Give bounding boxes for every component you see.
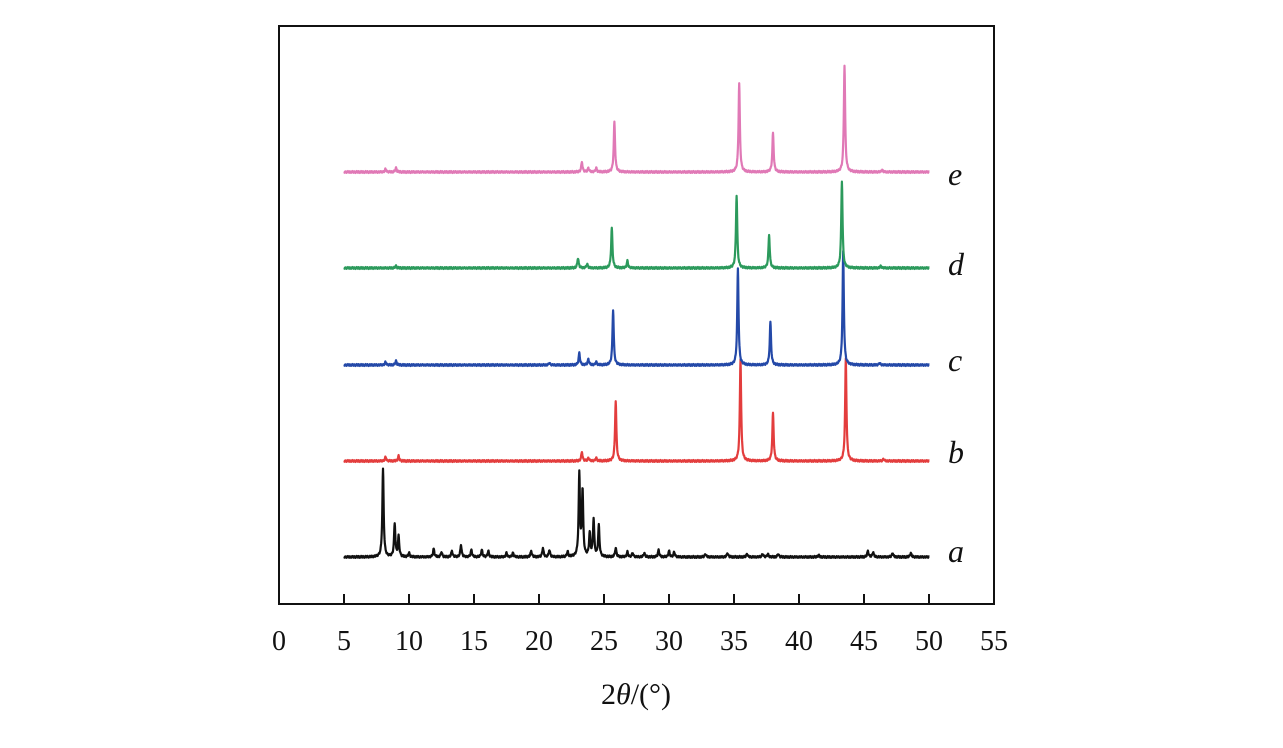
traces-group (343, 64, 930, 560)
series-line-c (343, 250, 930, 368)
x-axis-title: 2θ/(°) (601, 678, 671, 711)
series-line-a (343, 467, 930, 560)
x-tick-label: 20 (525, 626, 553, 657)
series-label-b: b (948, 434, 964, 470)
x-tick-label: 35 (720, 626, 748, 657)
series-line-e (343, 64, 930, 175)
x-axis-title-theta: θ (616, 678, 631, 711)
x-tick-label: 5 (337, 626, 351, 657)
x-axis-title-prefix: 2 (601, 678, 616, 711)
series-label-d: d (948, 246, 965, 282)
x-tick-label: 25 (590, 626, 618, 657)
x-tick-label: 10 (395, 626, 423, 657)
x-tick-label: 40 (785, 626, 813, 657)
x-axis-title-unit: /(°) (631, 678, 671, 711)
series-label-e: e (948, 156, 962, 192)
x-axis: 0 5 10 15 20 25 30 35 40 45 50 55 (272, 594, 1008, 657)
x-tick-label: 15 (460, 626, 488, 657)
x-tick-label: 45 (850, 626, 878, 657)
x-tick-label: 0 (272, 626, 286, 657)
series-line-d (343, 180, 930, 271)
series-labels: a b c d e (948, 156, 965, 569)
series-label-a: a (948, 533, 964, 569)
series-label-c: c (948, 342, 962, 378)
x-tick-label: 55 (980, 626, 1008, 657)
x-tick-label: 30 (655, 626, 683, 657)
series-line-b (343, 357, 930, 464)
x-tick-label: 50 (915, 626, 943, 657)
plot-frame (278, 25, 995, 605)
